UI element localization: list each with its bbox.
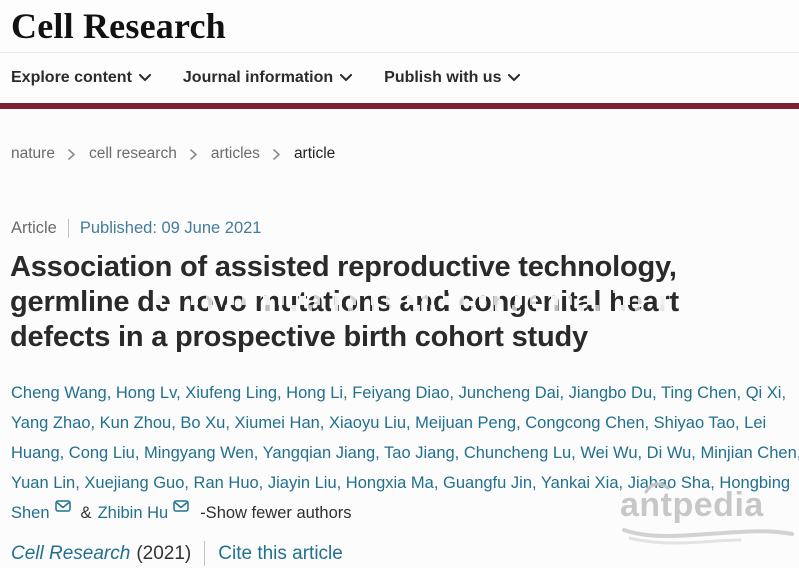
article-type-label: Article (11, 219, 57, 237)
title-line: Association of assisted reproductive tec… (10, 251, 677, 283)
article-title: Association of assisted reproductive tec… (10, 250, 792, 355)
published-date: Published: 09 June 2021 (79, 219, 262, 237)
breadcrumb-item-article: article (293, 145, 336, 162)
citation-row: Cell Research (2021) Cite this article (11, 541, 799, 566)
cite-this-article-link[interactable]: Cite this article (218, 542, 343, 564)
citation-journal-link[interactable]: Cell Research (11, 542, 131, 564)
main-nav: Explore content Journal information Publ… (0, 53, 799, 103)
email-icon[interactable] (173, 500, 189, 512)
chevron-down-icon (138, 74, 151, 82)
nav-item-publish-with-us[interactable]: Publish with us (384, 69, 521, 87)
nav-item-label: Journal information (182, 69, 334, 86)
title-line: germline de novo mutations and congenita… (10, 286, 679, 318)
show-fewer-authors-toggle[interactable]: -Show fewer authors (200, 504, 352, 522)
chevron-right-icon (273, 148, 281, 160)
journal-logo[interactable]: Cell Research (11, 6, 226, 46)
separator (204, 541, 206, 566)
breadcrumb-item-cell-research[interactable]: cell research (88, 145, 177, 162)
author-line[interactable]: Yang Zhao, Kun Zhou, Bo Xu, Xiumei Han, … (11, 414, 767, 432)
chevron-right-icon (190, 148, 198, 160)
article-meta: Article Published: 09 June 2021 (11, 219, 799, 238)
author-link-shen[interactable]: Shen (11, 504, 50, 522)
separator (67, 219, 69, 238)
citation-year: (2021) (136, 542, 192, 564)
brand-color-bar (0, 103, 799, 109)
author-line[interactable]: Huang, Cong Liu, Mingyang Wen, Yangqian … (11, 444, 799, 462)
author-line[interactable]: Cheng Wang, Hong Lv, Xiufeng Ling, Hong … (11, 384, 787, 402)
breadcrumb: nature cell research articles article (11, 145, 799, 163)
chevron-down-icon (340, 74, 353, 82)
breadcrumb-item-nature[interactable]: nature (11, 145, 55, 162)
chevron-right-icon (68, 148, 76, 160)
title-line: defects in a prospective birth cohort st… (10, 321, 588, 353)
email-icon[interactable] (54, 500, 71, 512)
breadcrumb-item-articles[interactable]: articles (210, 145, 260, 162)
nav-item-explore-content[interactable]: Explore content (11, 69, 151, 87)
author-link-zhibin-hu[interactable]: Zhibin Hu (97, 504, 169, 522)
ampersand-text: & (80, 504, 92, 522)
nav-item-label: Publish with us (384, 69, 502, 86)
author-line-last: Shen & Zhibin Hu -Show fewer authors (11, 498, 795, 528)
nav-item-journal-information[interactable]: Journal information (182, 69, 353, 87)
site-header: Cell Research (0, 0, 799, 53)
nav-item-label: Explore content (11, 69, 132, 86)
chevron-down-icon (508, 74, 521, 82)
author-list: Cheng Wang, Hong Lv, Xiufeng Ling, Hong … (11, 378, 799, 528)
author-line[interactable]: Yuan Lin, Xuejiang Guo, Ran Huo, Jiayin … (11, 474, 791, 492)
